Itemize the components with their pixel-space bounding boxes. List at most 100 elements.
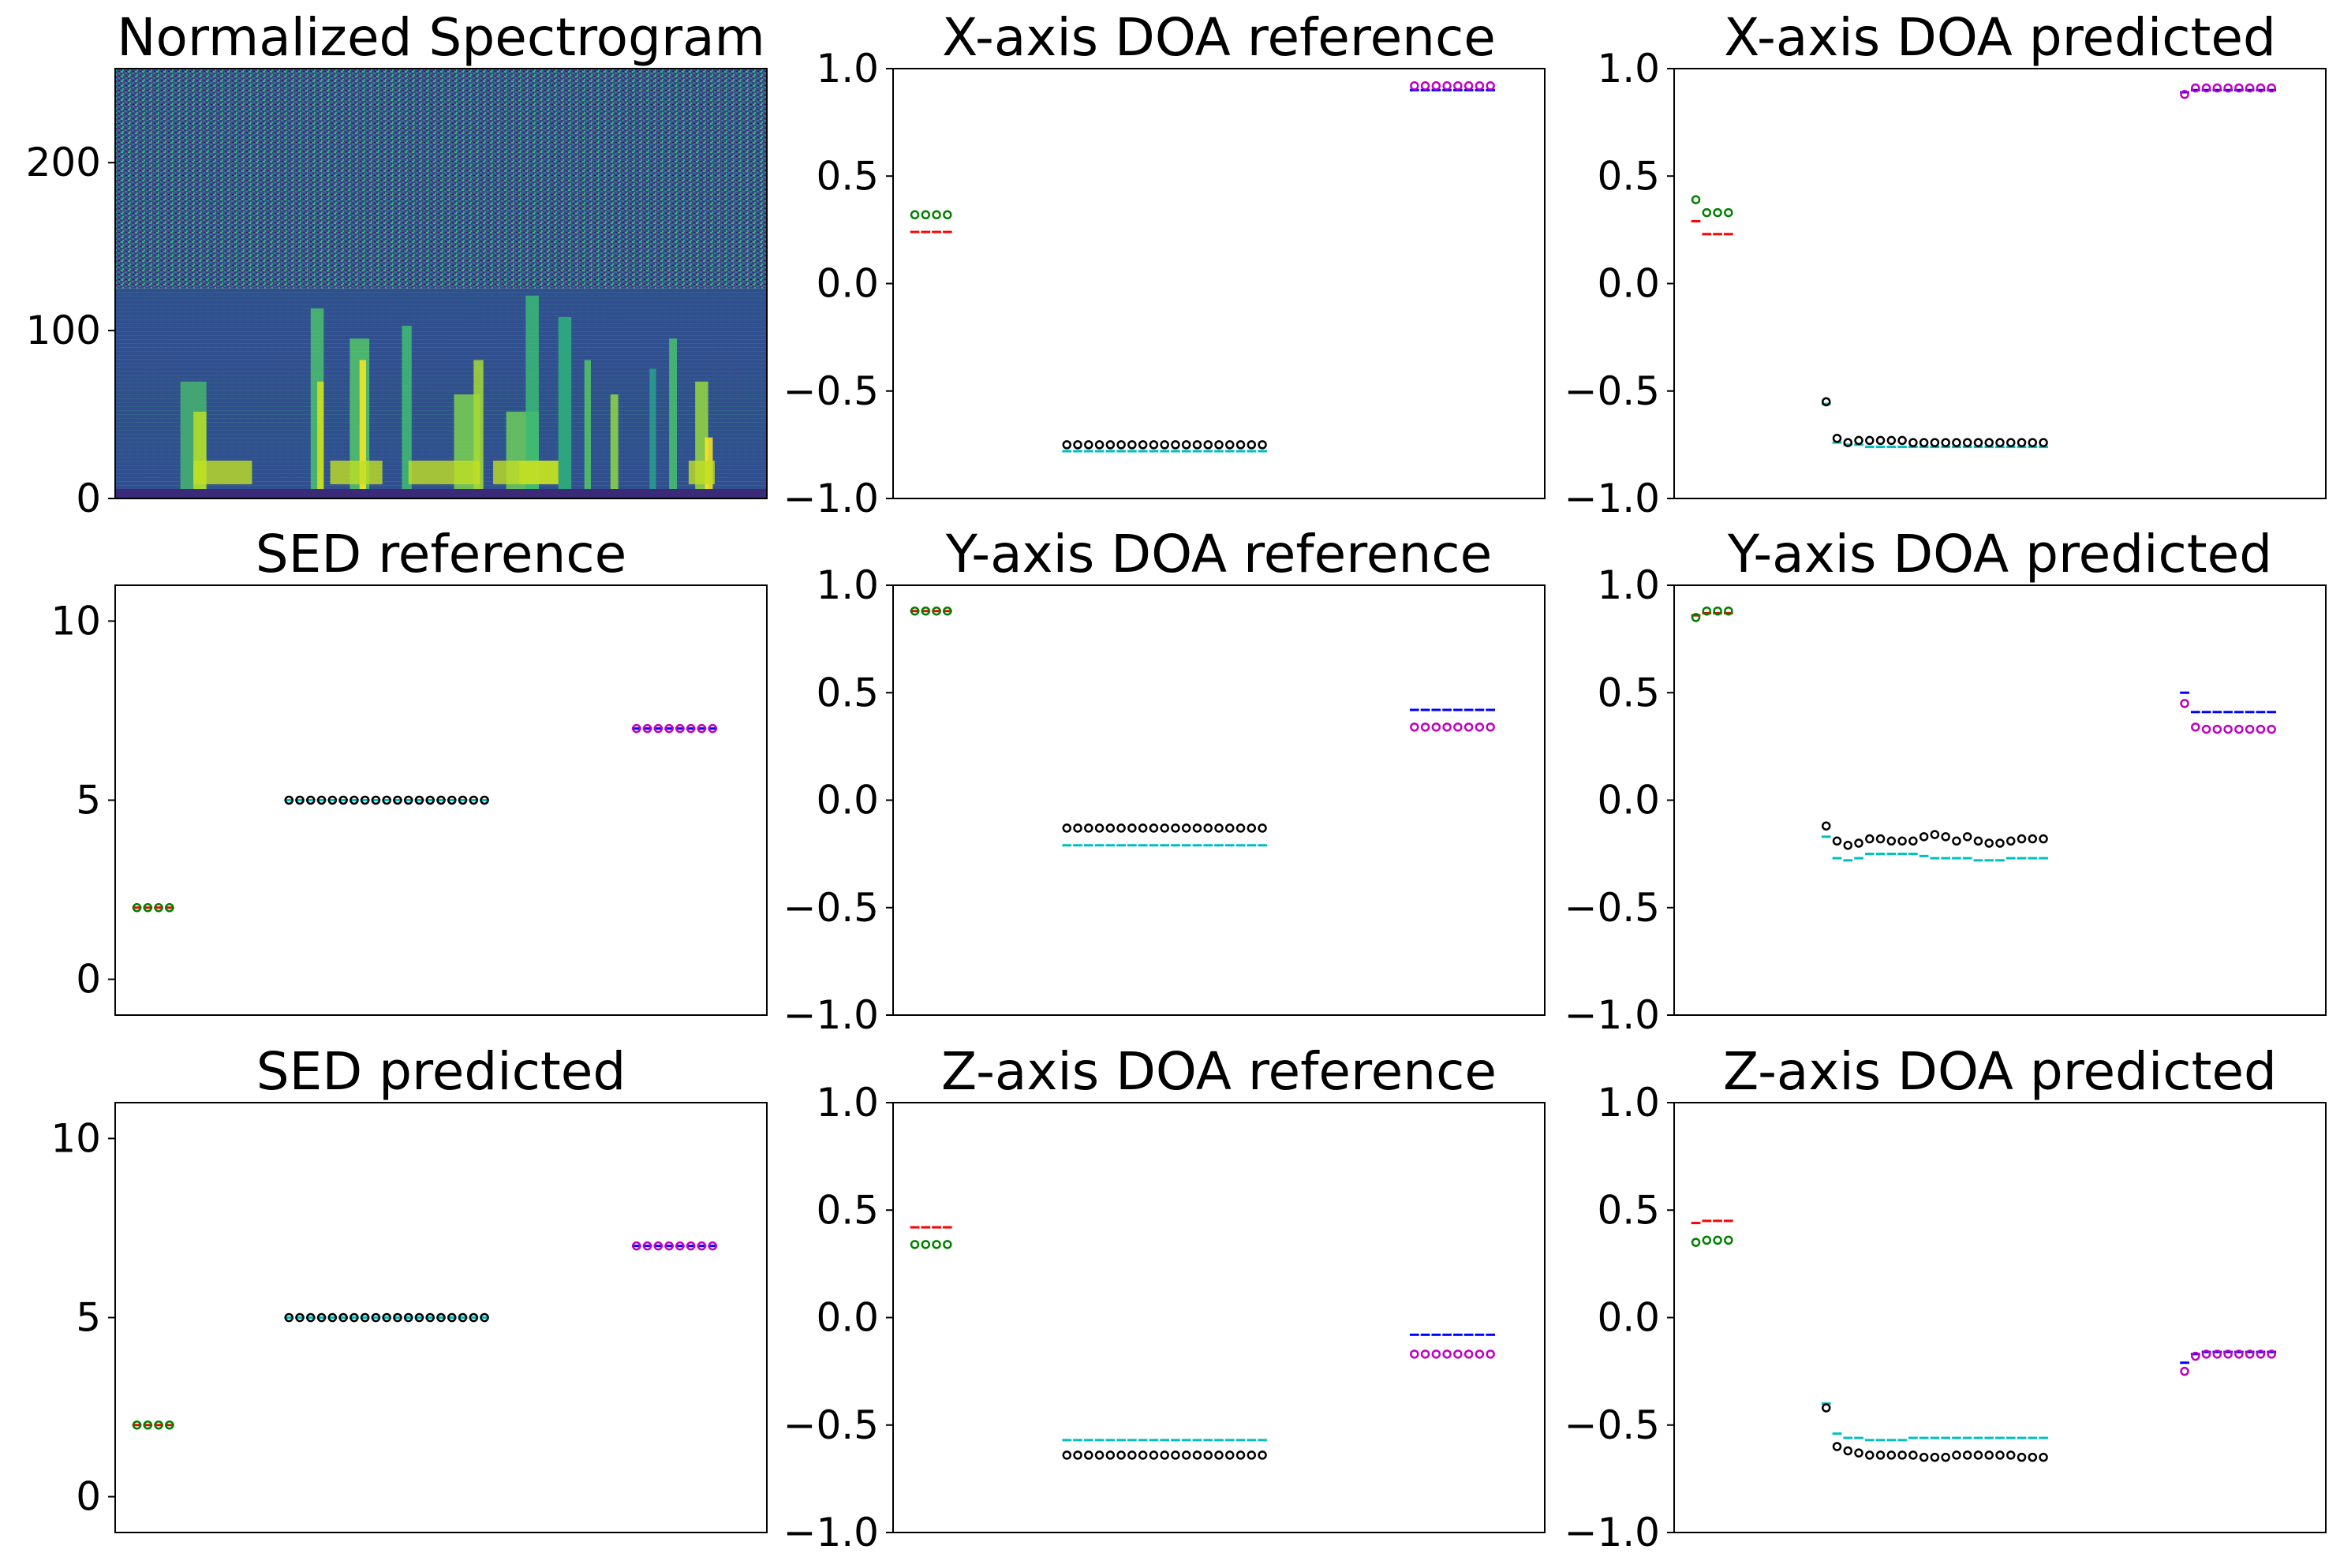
data-point <box>436 795 446 805</box>
data-point <box>1854 838 1863 848</box>
data-point <box>1453 81 1463 91</box>
data-point <box>1453 1350 1463 1359</box>
series-4 <box>2180 691 2277 714</box>
data-point <box>943 210 952 220</box>
data-point <box>642 723 652 734</box>
series-3 <box>1062 1450 1267 1460</box>
data-point <box>338 1312 348 1323</box>
data-point <box>1952 1450 1961 1460</box>
data-point <box>1073 1450 1082 1460</box>
spectrogram-burst <box>359 360 367 489</box>
data-point <box>1062 823 1072 833</box>
series-1 <box>910 606 952 616</box>
data-point <box>708 723 717 734</box>
y-tick-label: 0.0 <box>816 261 879 307</box>
data-point <box>1930 1452 1940 1462</box>
data-point <box>1410 81 1419 91</box>
data-point <box>1192 823 1202 833</box>
data-point <box>1843 840 1853 850</box>
axes-frame <box>114 68 768 499</box>
data-point <box>469 1312 479 1323</box>
data-point <box>1865 435 1875 446</box>
series-2 <box>1821 1402 2048 1442</box>
spectrogram-noise-band <box>115 69 767 289</box>
panel-y-ref: Y-axis DOA reference −1.0 −0.5 0.0 0.5 1.0 <box>783 524 1546 1038</box>
data-point <box>414 1312 424 1323</box>
data-point <box>1897 1450 1907 1460</box>
data-point <box>1247 440 1257 450</box>
data-point <box>2191 1351 2200 1361</box>
data-point <box>2256 83 2266 93</box>
data-point <box>1094 823 1105 833</box>
data-point <box>425 1312 435 1323</box>
data-point <box>2212 83 2222 93</box>
data-point <box>350 1312 359 1323</box>
data-point <box>469 795 479 805</box>
data-point <box>1453 722 1463 732</box>
data-point <box>2039 1452 2048 1462</box>
y-tick-label: 0 <box>76 1474 101 1520</box>
series-5 <box>2180 699 2276 734</box>
data-point <box>1149 1450 1159 1460</box>
data-point <box>1897 435 1907 446</box>
data-point <box>2267 1350 2276 1359</box>
data-point <box>306 795 316 805</box>
data-point <box>1127 440 1137 450</box>
data-point <box>642 1241 652 1251</box>
y-tick-label: 10 <box>50 1115 101 1161</box>
data-point <box>1941 438 1950 447</box>
data-point <box>284 1312 294 1323</box>
data-point <box>1984 838 1994 848</box>
data-point <box>1410 1350 1419 1359</box>
data-point <box>403 795 413 805</box>
y-tick-label: 0 <box>76 957 101 1002</box>
data-point <box>2028 1452 2038 1462</box>
y-tick-label: 1.0 <box>1597 1080 1660 1126</box>
data-point <box>1475 81 1485 91</box>
y-tick-label: 0.0 <box>1597 778 1660 823</box>
data-point <box>1062 440 1072 450</box>
data-point <box>447 795 457 805</box>
y-tick-label: 1.0 <box>1597 562 1660 608</box>
series-5 <box>632 1241 717 1251</box>
data-point <box>143 903 153 913</box>
data-point <box>1919 832 1929 842</box>
panel-x-pred: X-axis DOA predicted −1.0 −0.5 0.0 0.5 1.0 <box>1564 7 2327 521</box>
y-tick-label: 1.0 <box>1597 46 1660 91</box>
data-point <box>1235 823 1246 833</box>
spectrogram-blob <box>408 461 480 484</box>
data-point <box>2180 1366 2189 1376</box>
y-tick-label: −1.0 <box>1564 1510 1660 1555</box>
y-tick-label: 0 <box>76 476 101 521</box>
data-point <box>1214 440 1224 450</box>
data-point <box>1203 440 1213 450</box>
data-point <box>2256 1350 2266 1359</box>
data-point <box>910 1240 920 1249</box>
data-point <box>458 795 468 805</box>
data-point <box>1984 438 1994 447</box>
spectrogram-blob <box>193 461 252 484</box>
data-point <box>1171 1450 1180 1460</box>
data-point <box>414 795 424 805</box>
data-point <box>1843 438 1853 447</box>
y-tick-label: 0.5 <box>816 1187 879 1233</box>
series-3 <box>1062 440 1267 450</box>
data-point <box>1171 440 1180 450</box>
data-point <box>1160 1450 1169 1460</box>
data-point <box>306 1312 316 1323</box>
data-point <box>910 606 920 616</box>
data-point <box>1105 1450 1116 1460</box>
y-tick-label: −0.5 <box>1564 1402 1660 1448</box>
series-5 <box>632 723 717 734</box>
panel-z-ref: Z-axis DOA reference −1.0 −0.5 0.0 0.5 1.0 <box>783 1041 1546 1555</box>
data-point <box>1973 836 1983 846</box>
y-tick-label: 1.0 <box>816 1080 879 1126</box>
data-point <box>1073 440 1082 450</box>
data-point <box>2234 83 2244 93</box>
y-tick-label: −1.0 <box>783 476 879 521</box>
data-point <box>943 1240 952 1249</box>
data-point <box>1138 440 1148 450</box>
y-tick-label: 0.0 <box>816 1295 879 1341</box>
data-point <box>1181 440 1191 450</box>
spectrogram-burst <box>473 360 484 489</box>
